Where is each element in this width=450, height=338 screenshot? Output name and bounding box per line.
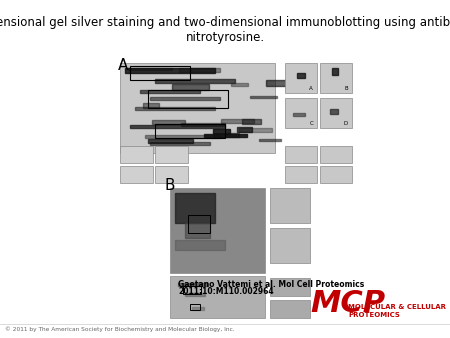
Bar	[120, 166, 153, 183]
Bar	[285, 146, 317, 163]
Bar	[155, 79, 235, 83]
Bar	[120, 63, 275, 153]
Bar	[270, 300, 310, 318]
Bar	[188, 215, 210, 233]
Text: A: A	[309, 86, 313, 91]
Bar	[270, 278, 310, 296]
Bar	[175, 193, 215, 223]
Bar	[297, 73, 305, 78]
Bar	[285, 63, 317, 93]
Text: D: D	[344, 121, 348, 126]
Bar	[128, 68, 172, 70]
Bar	[172, 84, 209, 90]
Bar	[170, 188, 265, 273]
Bar	[148, 139, 193, 143]
Bar	[190, 304, 200, 310]
Bar	[204, 135, 247, 137]
Bar	[148, 90, 228, 108]
Bar	[185, 223, 210, 238]
Bar	[285, 98, 317, 128]
Bar	[175, 240, 225, 250]
Bar	[152, 120, 185, 124]
Bar	[145, 135, 220, 138]
Text: Gaetano Vattemi et al. Mol Cell Proteomics: Gaetano Vattemi et al. Mol Cell Proteomi…	[178, 280, 364, 289]
Bar	[192, 307, 204, 310]
Bar	[130, 125, 225, 128]
Bar	[150, 97, 220, 100]
Bar	[242, 119, 261, 124]
Bar	[150, 142, 210, 145]
Text: 2011;10:M110.002964: 2011;10:M110.002964	[178, 286, 274, 295]
Text: B: B	[344, 86, 348, 91]
Bar	[179, 68, 220, 72]
Bar	[135, 107, 215, 110]
Bar	[250, 96, 277, 98]
Bar	[213, 128, 230, 135]
Text: MOLECULAR & CELLULAR
PROTEOMICS: MOLECULAR & CELLULAR PROTEOMICS	[348, 304, 446, 318]
Bar	[320, 166, 352, 183]
Bar	[237, 127, 252, 132]
Text: A: A	[118, 58, 128, 73]
Bar	[270, 188, 310, 223]
Bar	[130, 66, 190, 80]
Bar	[143, 103, 159, 108]
Text: © 2011 by The American Society for Biochemistry and Molecular Biology, Inc.: © 2011 by The American Society for Bioch…	[5, 327, 234, 332]
Bar	[185, 293, 205, 296]
Text: Two-dimensional gel silver staining and two-dimensional immunoblotting using ant: Two-dimensional gel silver staining and …	[0, 16, 450, 44]
Bar	[332, 68, 338, 75]
Bar	[183, 286, 201, 294]
Bar	[231, 83, 248, 86]
Bar	[266, 80, 314, 86]
Bar	[293, 113, 305, 116]
Bar	[320, 98, 352, 128]
Bar	[259, 139, 280, 141]
Bar	[285, 166, 317, 183]
Bar	[155, 124, 225, 138]
Bar	[320, 63, 352, 93]
Bar	[320, 146, 352, 163]
Bar	[155, 146, 188, 163]
Bar	[330, 109, 338, 114]
Bar	[125, 68, 215, 73]
Text: C: C	[309, 121, 313, 126]
Bar	[140, 90, 200, 93]
Bar	[170, 276, 265, 318]
Text: B: B	[165, 178, 176, 193]
Bar	[270, 228, 310, 263]
Bar	[221, 119, 254, 123]
Bar	[178, 283, 208, 286]
Bar	[214, 134, 239, 137]
Bar	[239, 128, 272, 132]
Bar	[155, 166, 188, 183]
Text: MCP: MCP	[310, 289, 385, 318]
Bar	[120, 146, 153, 163]
Bar	[181, 123, 225, 126]
